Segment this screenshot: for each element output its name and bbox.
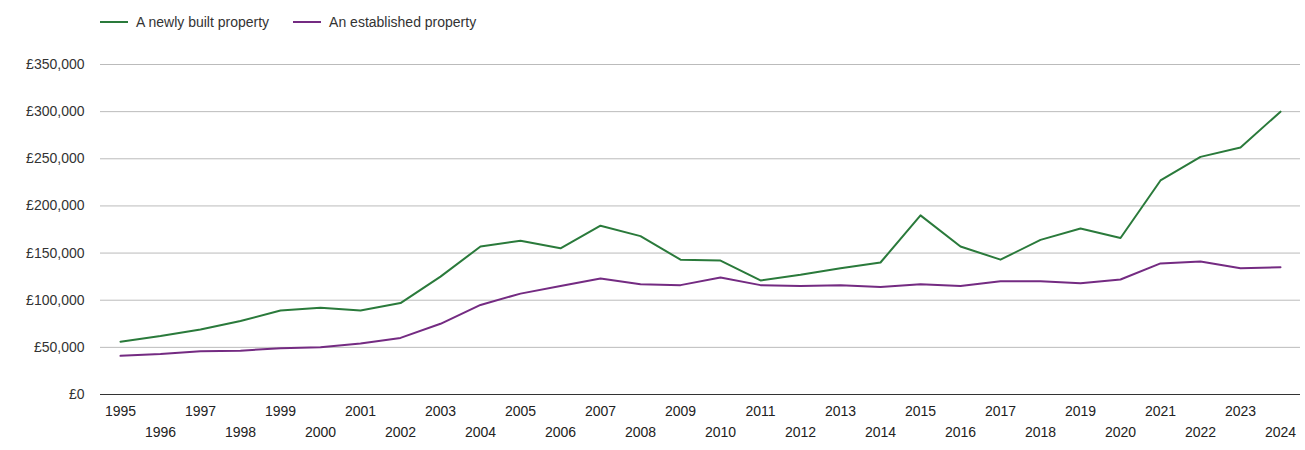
svg-text:1997: 1997 — [185, 403, 216, 419]
svg-text:£0: £0 — [69, 386, 85, 402]
svg-text:2021: 2021 — [1145, 403, 1176, 419]
svg-text:2011: 2011 — [745, 403, 775, 419]
svg-text:£50,000: £50,000 — [34, 339, 85, 355]
svg-text:2020: 2020 — [1105, 424, 1136, 440]
svg-text:2024: 2024 — [1265, 424, 1296, 440]
svg-text:2010: 2010 — [705, 424, 736, 440]
svg-text:2001: 2001 — [345, 403, 376, 419]
svg-text:1995: 1995 — [105, 403, 136, 419]
svg-text:2012: 2012 — [785, 424, 816, 440]
svg-text:1996: 1996 — [145, 424, 176, 440]
svg-text:2018: 2018 — [1025, 424, 1056, 440]
svg-text:2005: 2005 — [505, 403, 536, 419]
svg-text:1998: 1998 — [225, 424, 256, 440]
svg-text:1999: 1999 — [265, 403, 296, 419]
svg-text:2013: 2013 — [825, 403, 856, 419]
svg-text:£300,000: £300,000 — [26, 103, 85, 119]
svg-text:2002: 2002 — [385, 424, 416, 440]
svg-text:2006: 2006 — [545, 424, 576, 440]
html-text:A newly built property: A newly built property — [136, 14, 270, 30]
svg-text:2004: 2004 — [465, 424, 496, 440]
svg-text:2023: 2023 — [1225, 403, 1256, 419]
svg-text:2003: 2003 — [425, 403, 456, 419]
svg-text:2009: 2009 — [665, 403, 696, 419]
svg-text:2000: 2000 — [305, 424, 336, 440]
svg-text:2007: 2007 — [585, 403, 616, 419]
svg-text:£350,000: £350,000 — [26, 56, 85, 72]
svg-text:£150,000: £150,000 — [26, 245, 85, 261]
svg-text:£200,000: £200,000 — [26, 197, 85, 213]
svg-text:2019: 2019 — [1065, 403, 1096, 419]
svg-text:2014: 2014 — [865, 424, 896, 440]
html-text:An established property: An established property — [329, 14, 477, 30]
svg-text:£100,000: £100,000 — [26, 292, 85, 308]
svg-text:2008: 2008 — [625, 424, 656, 440]
svg-text:2016: 2016 — [945, 424, 976, 440]
svg-text:2022: 2022 — [1185, 424, 1216, 440]
svg-text:2017: 2017 — [985, 403, 1016, 419]
svg-text:2015: 2015 — [905, 403, 936, 419]
svg-text:£250,000: £250,000 — [26, 150, 85, 166]
